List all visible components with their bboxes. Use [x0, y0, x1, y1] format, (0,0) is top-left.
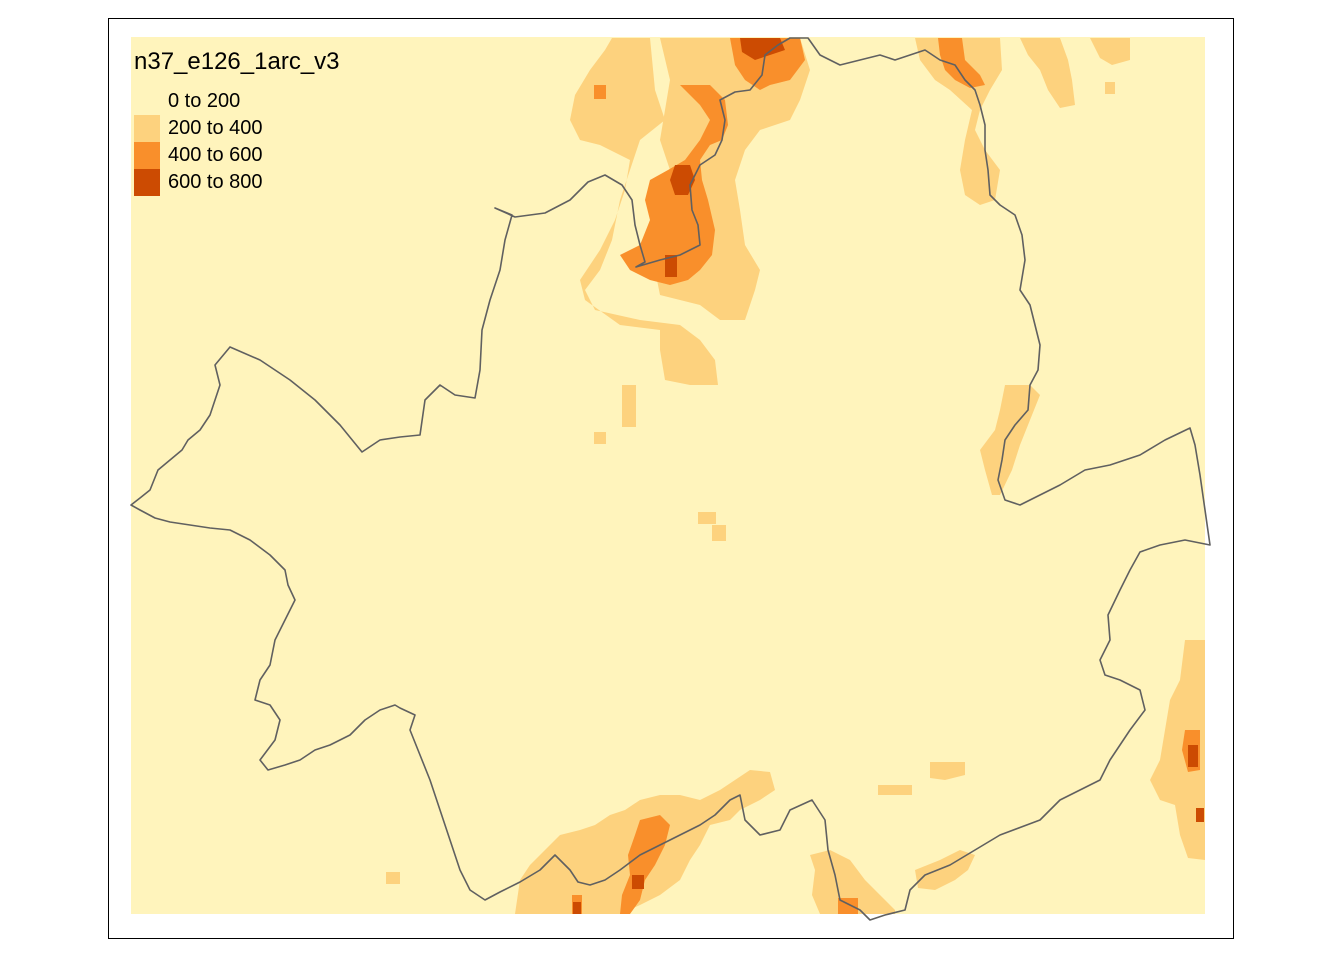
legend-item: 400 to 600 [134, 142, 340, 169]
legend-label: 0 to 200 [168, 90, 241, 112]
elevation-band-600-800 [573, 38, 1204, 914]
legend-label: 400 to 600 [168, 144, 263, 166]
legend-item: 0 to 200 [134, 88, 340, 115]
legend-swatch [134, 142, 160, 169]
legend-title: n37_e126_1arc_v3 [134, 48, 340, 75]
legend-swatch [134, 115, 160, 142]
map-legend: n37_e126_1arc_v3 0 to 200 200 to 400 400… [134, 48, 340, 196]
city-boundary [130, 37, 1211, 921]
legend-swatch [134, 169, 160, 196]
legend-label: 200 to 400 [168, 117, 263, 139]
legend-item: 600 to 800 [134, 169, 340, 196]
legend-swatch [134, 88, 160, 115]
legend-item: 200 to 400 [134, 115, 340, 142]
legend-label: 600 to 800 [168, 171, 263, 193]
